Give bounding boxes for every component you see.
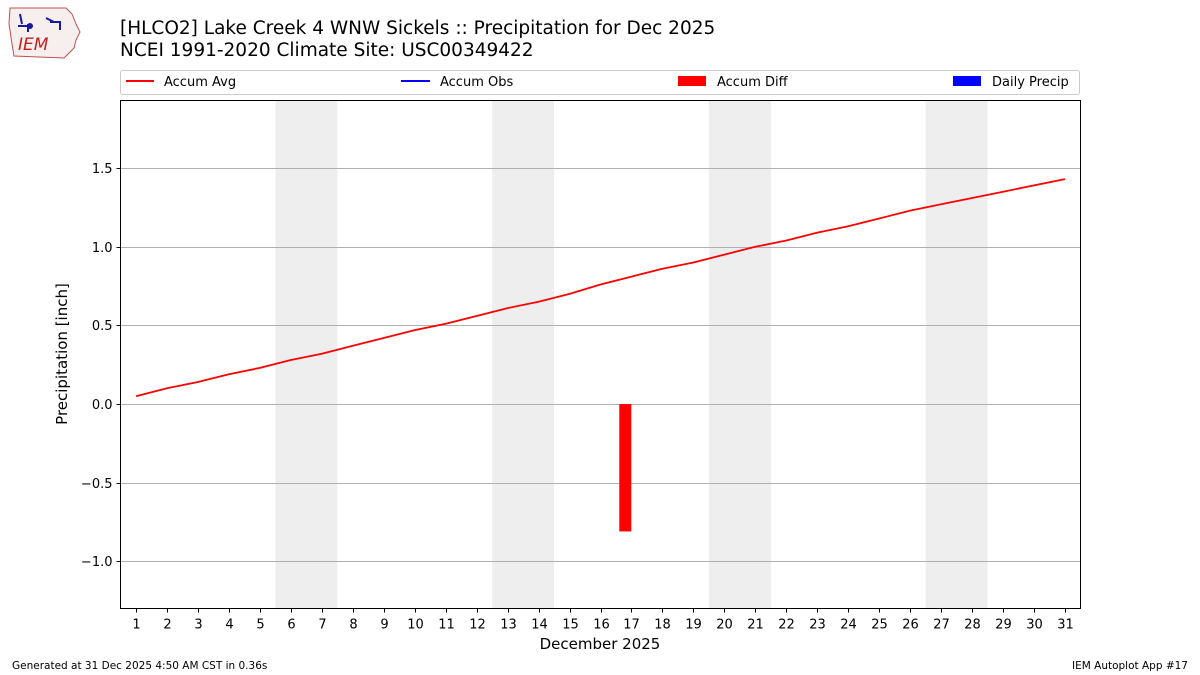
chart-title: [HLCO2] Lake Creek 4 WNW Sickels :: Prec… <box>120 18 716 39</box>
x-tick-label-22: 23 <box>809 618 826 633</box>
y-tick-label-1: −0.5 <box>81 477 113 492</box>
x-tick-label-12: 13 <box>500 618 517 633</box>
x-tick-label-6: 7 <box>318 618 326 633</box>
y-tick-label-2: 0.0 <box>92 398 113 413</box>
weekend-band-2 <box>708 100 771 609</box>
y-tick-label-0: −1.0 <box>81 555 113 570</box>
x-tick-label-13: 14 <box>531 618 548 633</box>
logo-text: IEM <box>18 35 49 55</box>
x-tick-label-11: 12 <box>469 618 486 633</box>
x-tick-label-18: 19 <box>685 618 702 633</box>
chart-subtitle: NCEI 1991-2020 Climate Site: USC00349422 <box>120 40 534 61</box>
x-tick-label-4: 5 <box>256 618 264 633</box>
legend-swatch-daily-precip <box>953 76 981 86</box>
x-tick-label-21: 22 <box>778 618 795 633</box>
avg-line-layer <box>135 178 1066 398</box>
x-tick-label-23: 24 <box>840 618 857 633</box>
legend-label-daily-precip: Daily Precip <box>992 75 1069 90</box>
x-axis-label: December 2025 <box>540 635 661 653</box>
x-tick-label-0: 1 <box>132 618 140 633</box>
x-tick-label-28: 29 <box>995 618 1012 633</box>
x-tick-label-29: 30 <box>1026 618 1043 633</box>
diff-bars <box>619 404 632 532</box>
x-tick-label-15: 16 <box>593 618 610 633</box>
y-tick-label-5: 1.5 <box>92 162 113 177</box>
x-tick-label-7: 8 <box>349 618 357 633</box>
iowa-state-outline <box>8 7 81 59</box>
y-tick-label-4: 1.0 <box>92 241 113 256</box>
x-tick-label-9: 10 <box>407 618 424 633</box>
x-tick-label-25: 26 <box>902 618 919 633</box>
accum-avg-line <box>135 178 1066 398</box>
accum-diff-bar-0 <box>619 404 632 532</box>
x-tick-label-1: 2 <box>163 618 171 633</box>
x-tick-label-2: 3 <box>194 618 202 633</box>
grid-lines <box>120 168 1081 562</box>
y-tick-label-3: 0.5 <box>92 319 113 334</box>
x-tick-label-30: 31 <box>1057 618 1074 633</box>
x-tick-label-27: 28 <box>964 618 981 633</box>
footer-app: IEM Autoplot App #17 <box>1072 660 1188 672</box>
x-tick-label-26: 27 <box>933 618 950 633</box>
x-tick-label-10: 11 <box>438 618 455 633</box>
legend-label-accum-obs: Accum Obs <box>440 75 513 90</box>
y-axis-label: Precipitation [inch] <box>53 283 71 425</box>
weekend-band-0 <box>275 100 338 609</box>
footer-generated: Generated at 31 Dec 2025 4:50 AM CST in … <box>12 660 268 672</box>
y-axis: −1.0 −0.5 0.0 0.5 1.0 1.5 <box>81 162 121 570</box>
x-tick-label-19: 20 <box>716 618 733 633</box>
x-tick-label-20: 21 <box>747 618 764 633</box>
x-tick-label-17: 18 <box>654 618 671 633</box>
legend-frame <box>120 70 1080 95</box>
x-tick-label-5: 6 <box>287 618 295 633</box>
x-tick-label-14: 15 <box>562 618 579 633</box>
x-tick-label-8: 9 <box>380 618 388 633</box>
plot-frame <box>120 100 1081 609</box>
iem-logo: IEM <box>8 7 81 59</box>
x-tick-label-16: 17 <box>623 618 640 633</box>
weekend-shading <box>275 100 988 609</box>
x-tick-label-24: 25 <box>871 618 888 633</box>
x-axis: 1 2 3 4 5 6 7 8 9 10 11 12 13 14 15 16 17 18 19 20 21 22 23 24 2… <box>132 608 1074 633</box>
weekend-band-1 <box>492 100 555 609</box>
weekend-band-3 <box>925 100 988 609</box>
legend-label-accum-avg: Accum Avg <box>164 75 236 90</box>
x-tick-label-3: 4 <box>225 618 233 633</box>
legend: Accum Avg Accum Obs Accum Diff Daily Pre… <box>120 70 1080 95</box>
legend-label-accum-diff: Accum Diff <box>717 75 789 90</box>
title-block: [HLCO2] Lake Creek 4 WNW Sickels :: Prec… <box>120 18 715 62</box>
legend-swatch-accum-diff <box>678 76 706 86</box>
